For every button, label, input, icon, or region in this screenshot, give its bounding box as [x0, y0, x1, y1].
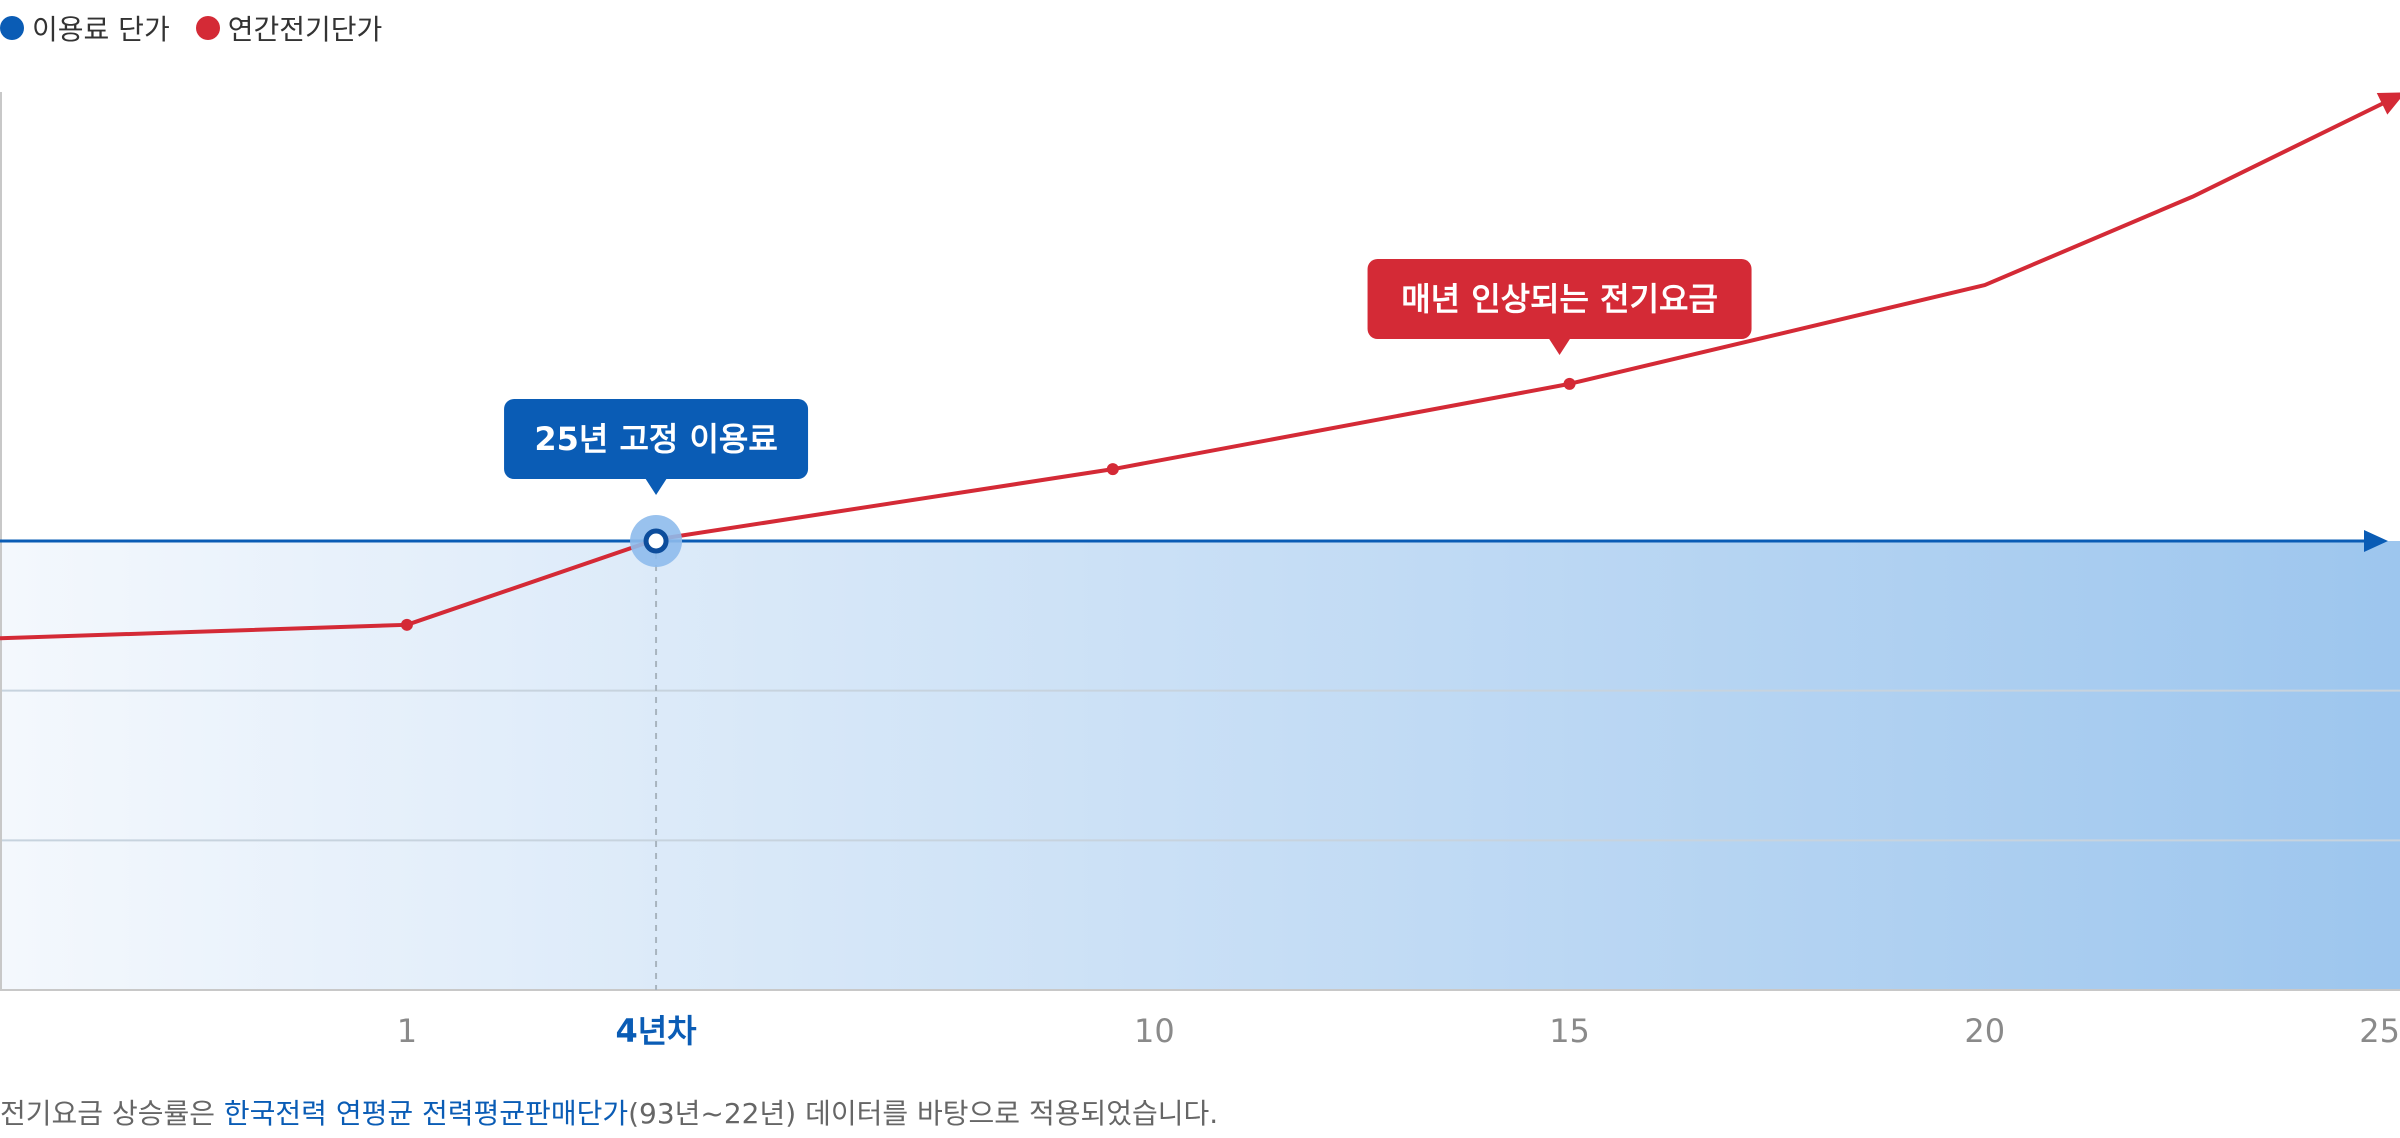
footnote-prefix: 전기요금 상승률은 — [0, 1097, 224, 1130]
fixed-cost-area — [0, 541, 2400, 990]
footnote: 전기요금 상승률은 한국전력 연평균 전력평균판매단가(93년~22년) 데이터… — [0, 1092, 1218, 1132]
x-tick-20: 20 — [1964, 1012, 2005, 1050]
electric-point-1 — [400, 618, 413, 631]
legend-label-fixed: 이용료 단가 — [32, 13, 170, 46]
electric-price-arrowhead — [2376, 92, 2400, 115]
x-tick-10: 10 — [1134, 1012, 1175, 1050]
legend-dot-electric — [195, 16, 220, 40]
footnote-suffix: (93년~22년) 데이터를 바탕으로 적용되었습니다. — [628, 1097, 1219, 1130]
electric-price-line — [0, 93, 2400, 641]
electric-rise-callout-text: 매년 인상되는 전기요금 — [1401, 280, 1718, 318]
legend-item-electric: 연간전기단가 — [195, 8, 383, 48]
electric-rise-callout-box — [1367, 259, 1752, 339]
electric-point-15 — [1563, 377, 1576, 390]
electric-point-9.5 — [1106, 463, 1119, 476]
legend-item-fixed: 이용료 단가 — [0, 8, 170, 48]
x-tick-4: 4년차 — [615, 1012, 697, 1050]
x-tick-1: 1 — [397, 1012, 417, 1050]
fixed-fee-callout-box — [504, 399, 809, 479]
fixed-fee-callout: 25년 고정 이용료 — [504, 399, 809, 495]
fixed-fee-arrowhead — [2364, 530, 2388, 552]
electric-rise-callout-pointer — [1548, 338, 1571, 355]
crossover-point — [643, 528, 669, 554]
fixed-fee-callout-pointer — [645, 478, 668, 495]
line-chart: 25년 고정 이용료 매년 인상되는 전기요금 1 4년차 10 15 20 25 — [0, 92, 2400, 1050]
footnote-source-link[interactable]: 한국전력 연평균 전력평균판매단가 — [223, 1097, 629, 1130]
fixed-fee-callout-text: 25년 고정 이용료 — [534, 420, 777, 458]
chart-legend: 이용료 단가 연간전기단가 — [0, 8, 382, 48]
electric-rise-callout: 매년 인상되는 전기요금 — [1367, 259, 1752, 355]
x-tick-25: 25 — [2359, 1012, 2400, 1050]
legend-label-electric: 연간전기단가 — [227, 13, 383, 46]
x-tick-15: 15 — [1549, 1012, 1590, 1050]
legend-dot-fixed — [0, 16, 24, 40]
